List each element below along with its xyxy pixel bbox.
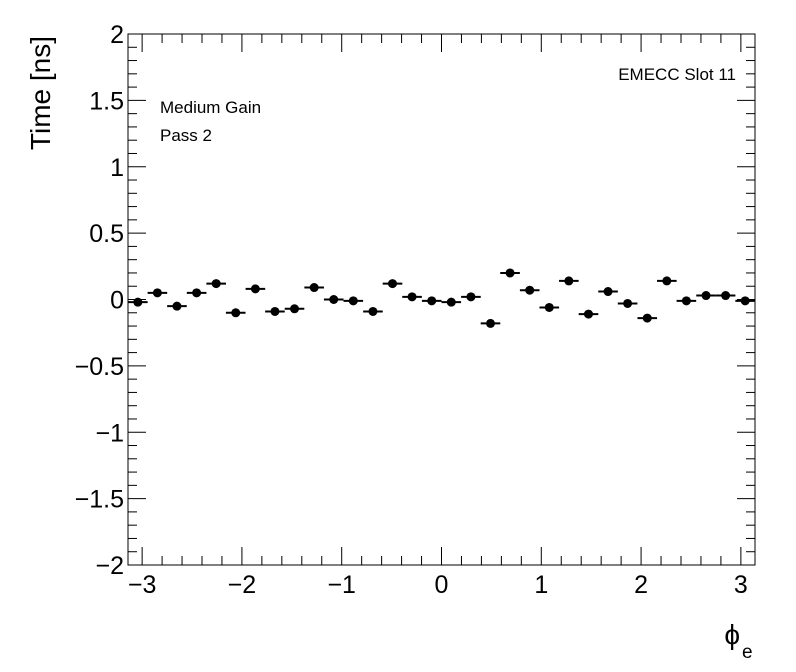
point-marker xyxy=(681,296,691,306)
y-tick-label: 0.5 xyxy=(89,220,124,248)
point-marker xyxy=(211,279,221,289)
data-point xyxy=(598,287,618,297)
point-marker xyxy=(525,285,535,295)
point-marker xyxy=(309,283,319,293)
point-marker xyxy=(544,302,554,312)
data-point xyxy=(323,295,344,304)
data-point xyxy=(147,288,168,298)
data-point xyxy=(245,284,266,294)
point-marker xyxy=(270,306,280,316)
point-marker xyxy=(250,284,260,294)
x-tick-label: 0 xyxy=(435,571,449,599)
gain-label: Medium Gain xyxy=(160,98,261,117)
point-marker xyxy=(133,297,143,307)
data-point xyxy=(519,285,540,295)
point-marker xyxy=(348,296,358,306)
point-marker xyxy=(152,288,162,298)
y-tick-label: 1 xyxy=(110,154,124,182)
y-axis-title: Time [ns] xyxy=(25,36,56,150)
point-marker xyxy=(231,308,241,318)
data-point xyxy=(206,279,226,289)
data-point xyxy=(715,291,736,301)
y-tick-label: 2 xyxy=(110,21,124,49)
data-point xyxy=(343,296,364,306)
x-tick-label: −2 xyxy=(228,571,257,599)
point-marker xyxy=(485,318,495,328)
data-point xyxy=(676,296,697,306)
x-tick-label: 3 xyxy=(734,571,748,599)
data-point xyxy=(578,309,599,319)
point-marker xyxy=(427,296,437,306)
y-tick-label: −1.5 xyxy=(75,486,124,514)
point-marker xyxy=(505,268,515,278)
data-points xyxy=(128,268,755,328)
data-point xyxy=(167,301,187,311)
data-point xyxy=(617,298,638,308)
point-marker xyxy=(740,296,750,306)
point-marker xyxy=(329,295,339,304)
pass-label: Pass 2 xyxy=(160,126,212,145)
point-marker xyxy=(407,292,417,302)
point-marker xyxy=(603,287,613,297)
y-tick-label: −1 xyxy=(95,419,124,447)
data-point xyxy=(304,283,324,293)
slot-label: EMECC Slot 11 xyxy=(618,65,736,84)
y-tick-label: −0.5 xyxy=(75,353,124,381)
point-marker xyxy=(701,291,711,301)
x-axis-title: ϕ xyxy=(724,619,740,650)
data-point xyxy=(461,292,481,302)
data-point xyxy=(657,276,677,286)
data-point xyxy=(735,296,755,306)
point-marker xyxy=(368,306,378,316)
point-marker xyxy=(388,279,398,289)
data-point xyxy=(480,318,501,328)
data-point xyxy=(539,302,560,312)
x-tick-label: 2 xyxy=(634,571,648,599)
data-point xyxy=(265,306,285,316)
data-point xyxy=(186,288,207,298)
data-point xyxy=(441,297,462,307)
data-point xyxy=(559,276,579,286)
data-point xyxy=(284,304,305,314)
y-tick-label: −2 xyxy=(95,552,124,580)
point-marker xyxy=(721,291,731,301)
data-point xyxy=(363,306,383,316)
point-marker xyxy=(172,301,182,311)
point-marker xyxy=(662,276,672,286)
point-marker xyxy=(290,304,300,314)
data-point xyxy=(500,268,520,278)
y-tick-label: 0 xyxy=(110,287,124,315)
axis-tick-labels: −3 −2 −1 0 1 2 3−2−1.5−1−0.500.511.52 xyxy=(75,21,748,599)
data-point xyxy=(382,279,403,289)
data-point xyxy=(637,313,658,323)
axis-ticks xyxy=(128,33,755,566)
x-axis-title-subscript: e xyxy=(742,642,753,663)
point-marker xyxy=(623,298,633,308)
point-marker xyxy=(564,276,574,286)
data-point xyxy=(402,292,422,302)
x-tick-label: −1 xyxy=(327,571,356,599)
point-marker xyxy=(192,288,202,298)
data-point xyxy=(128,297,148,307)
data-point xyxy=(225,308,246,318)
y-tick-label: 1.5 xyxy=(89,87,124,115)
point-marker xyxy=(466,292,476,302)
x-tick-label: −3 xyxy=(128,571,157,599)
point-marker xyxy=(583,309,593,319)
point-marker xyxy=(446,297,456,307)
data-point xyxy=(696,291,716,301)
x-tick-label: 1 xyxy=(534,571,548,599)
point-marker xyxy=(642,313,652,323)
data-point xyxy=(421,296,442,306)
